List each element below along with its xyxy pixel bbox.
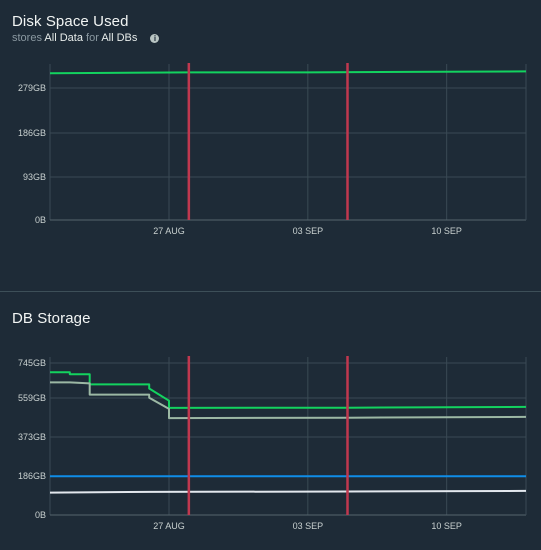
panel-divider: [0, 291, 541, 292]
db-storage-chart[interactable]: 0B 186GB 373GB 559GB 745GB 27 AUG 03 SEP 10 SEP: [0, 293, 541, 550]
y-tick-label: 186GB: [18, 128, 46, 138]
panel-title: DB Storage: [12, 310, 91, 327]
y-tick-label: 745GB: [18, 358, 46, 368]
series-line-green[interactable]: [49, 70, 527, 75]
y-tick-label: 279GB: [18, 83, 46, 93]
disk-space-chart[interactable]: 0B 93GB 186GB 279GB 27 AUG 03 SEP 10 SEP: [0, 0, 541, 290]
data-filter[interactable]: All Data: [44, 32, 83, 44]
x-tick-label: 27 AUG: [153, 521, 185, 531]
x-tick-label: 03 SEP: [293, 521, 324, 531]
x-tick-label: 10 SEP: [431, 226, 462, 236]
series-line-green[interactable]: [50, 371, 527, 409]
y-tick-label: 186GB: [18, 471, 46, 481]
x-tick-label: 27 AUG: [153, 226, 185, 236]
db-filter[interactable]: All DBs: [101, 32, 138, 44]
x-tick-label: 10 SEP: [431, 521, 462, 531]
disk-space-panel: Disk Space Used stores All Data for All …: [0, 0, 541, 290]
info-icon[interactable]: i: [150, 34, 160, 43]
series-line-white[interactable]: [49, 489, 527, 494]
y-tick-label: 0B: [35, 510, 46, 520]
panel-subtitle: stores All Data for All DBs i: [12, 32, 160, 44]
subtitle-prefix: stores: [12, 32, 42, 44]
subtitle-mid: for: [86, 32, 99, 44]
y-tick-label: 373GB: [18, 432, 46, 442]
y-tick-label: 0B: [35, 215, 46, 225]
x-tick-label: 03 SEP: [293, 226, 324, 236]
y-tick-label: 559GB: [18, 393, 46, 403]
grid: [50, 64, 526, 221]
db-storage-panel: DB Storage 0B 186GB 373GB 559GB 745GB 27 AUG 0…: [0, 293, 541, 550]
series-line-gray-green[interactable]: [50, 381, 527, 420]
y-tick-label: 93GB: [23, 172, 46, 182]
panel-title: Disk Space Used: [12, 13, 129, 30]
